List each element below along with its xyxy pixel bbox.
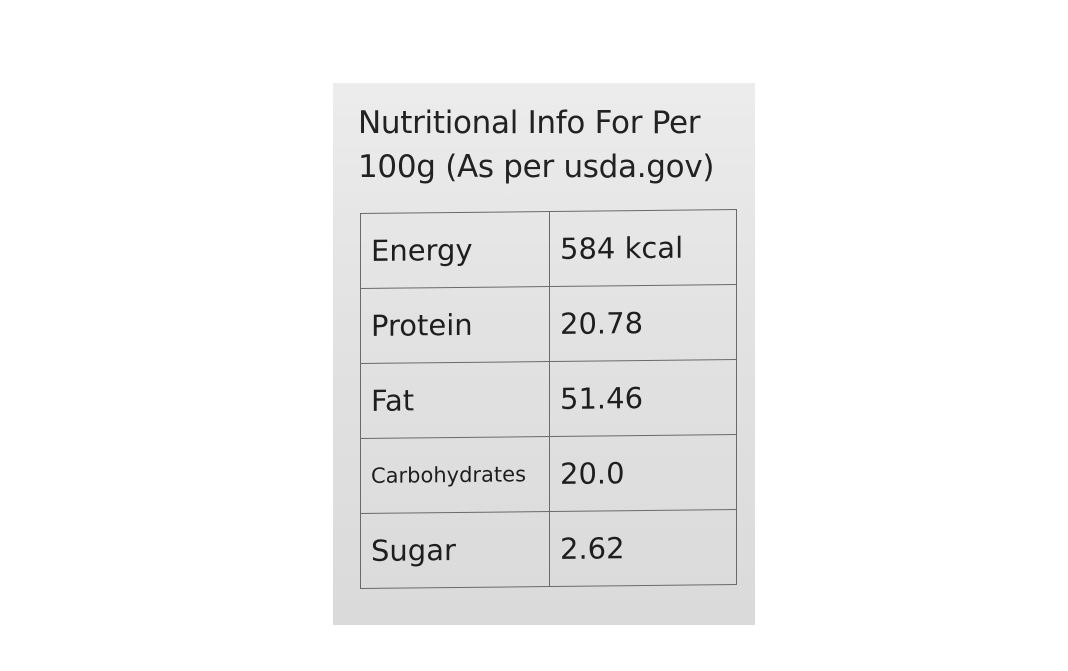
nutrient-value: 20.0 <box>549 434 737 512</box>
nutrition-table: Energy 584 kcal Protein 20.78 Fat 51.46 … <box>360 209 737 589</box>
title-line-2: 100g (As per usda.gov) <box>358 149 715 185</box>
nutrient-name: Fat <box>360 361 550 439</box>
table-row: Energy 584 kcal <box>360 209 737 289</box>
nutrient-value: 20.78 <box>549 284 737 362</box>
table-row: Carbohydrates 20.0 <box>360 434 737 514</box>
nutrient-name: Sugar <box>360 511 550 589</box>
nutrient-name: Carbohydrates <box>360 436 550 514</box>
nutrient-value: 2.62 <box>549 509 737 587</box>
nutrient-value: 51.46 <box>549 359 737 437</box>
nutrient-name: Protein <box>360 286 550 364</box>
nutrient-name: Energy <box>360 211 550 289</box>
table-row: Fat 51.46 <box>360 359 737 439</box>
nutrition-label: Nutritional Info For Per 100g (As per us… <box>333 83 755 625</box>
nutrient-value: 584 kcal <box>549 209 737 287</box>
table-row: Sugar 2.62 <box>360 509 737 589</box>
title-line-1: Nutritional Info For Per <box>358 105 701 141</box>
table-row: Protein 20.78 <box>360 284 737 364</box>
label-title: Nutritional Info For Per 100g (As per us… <box>358 101 748 189</box>
